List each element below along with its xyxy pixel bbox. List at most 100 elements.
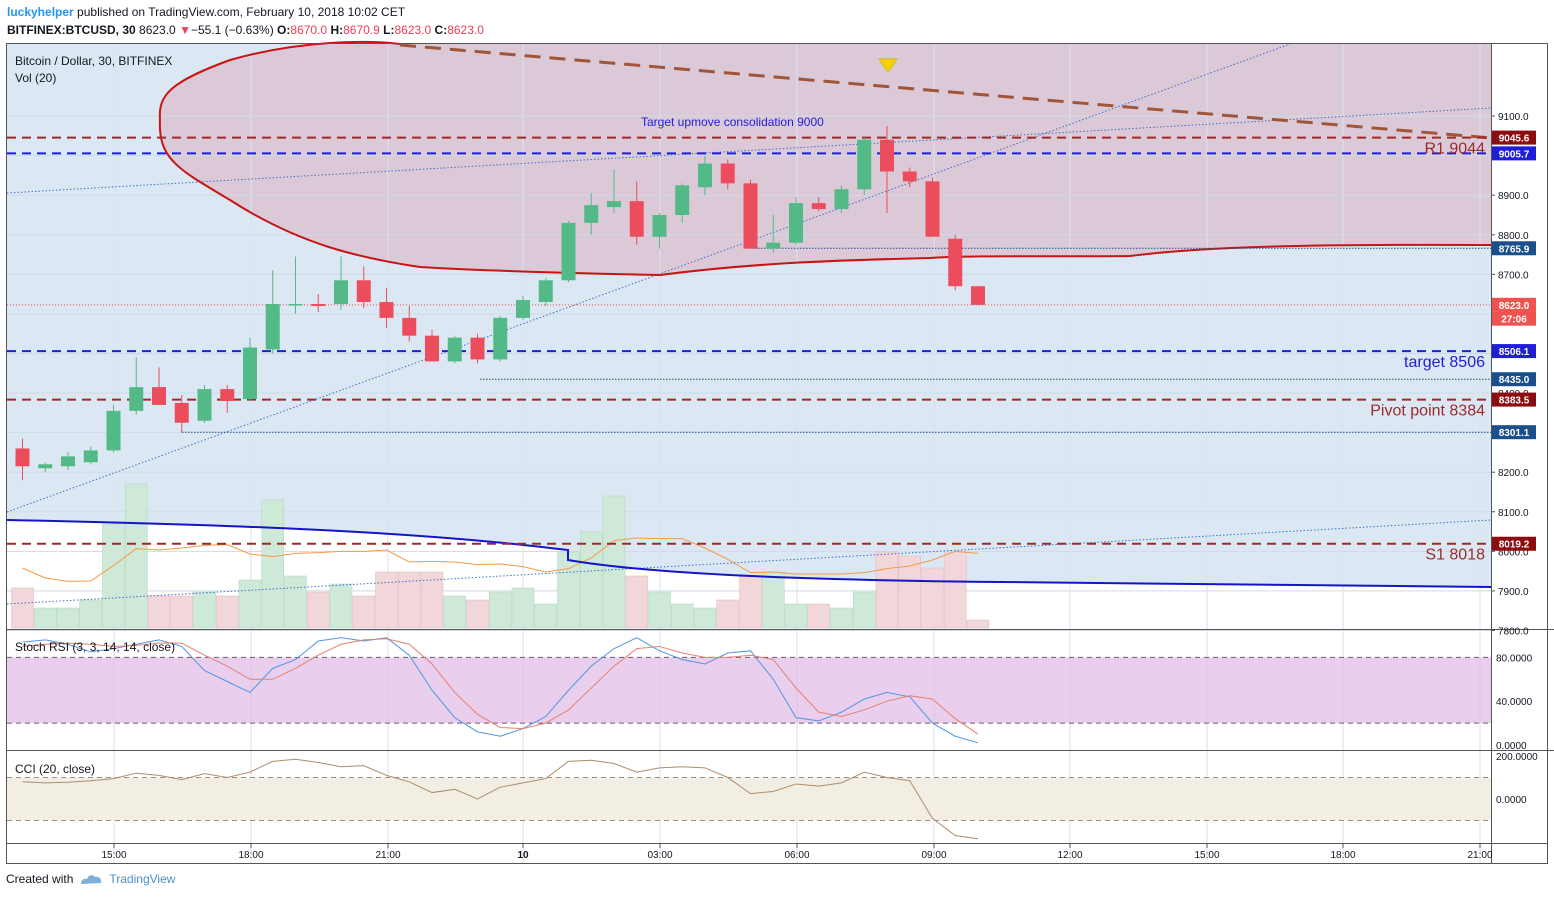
- down-arrow-icon: ▼: [179, 23, 191, 37]
- volume-ma-line: [22, 537, 979, 582]
- x-tick-label: 03:00: [647, 850, 672, 861]
- candle-body: [38, 464, 53, 469]
- target-label: target 8506: [1404, 354, 1485, 371]
- price-tag: [1492, 146, 1536, 161]
- volume-bar: [79, 599, 103, 629]
- candle-body: [265, 304, 280, 350]
- x-tick-label: 21:00: [375, 850, 400, 861]
- volume-bar: [898, 555, 922, 629]
- volume-bar: [784, 603, 808, 629]
- price-tag-label: 8301.1: [1499, 428, 1530, 439]
- candle-body: [857, 139, 872, 190]
- candle-body: [948, 238, 963, 287]
- volume-bar: [670, 603, 694, 629]
- x-tick-label: 09:00: [921, 850, 946, 861]
- last-price: 8623.0: [139, 23, 176, 37]
- tradingview-logo-icon[interactable]: [79, 872, 103, 886]
- header-info: luckyhelper published on TradingView.com…: [7, 3, 484, 39]
- volume-bar: [352, 595, 376, 629]
- candle-body: [15, 448, 30, 467]
- y-tick-label: 7900.0: [1498, 587, 1529, 598]
- y-tick-label: 8000.0: [1498, 547, 1529, 558]
- author-link[interactable]: luckyhelper: [7, 5, 74, 19]
- cci-y-tick-label: 200.0000: [1496, 752, 1538, 763]
- close-label: C:: [434, 23, 448, 37]
- candle-body: [470, 337, 485, 360]
- ascending-trendline: [6, 43, 1291, 513]
- price-tag-label: 8765.9: [1499, 244, 1530, 255]
- cci-legend: CCI (20, close): [15, 762, 95, 776]
- volume-bar: [11, 587, 34, 629]
- volume-bar: [193, 591, 216, 629]
- projection-zone-fill: [159, 41, 1491, 276]
- price-tag-label: 27:06: [1501, 315, 1527, 326]
- candle-body: [83, 450, 98, 463]
- volume-bar: [716, 599, 740, 629]
- volume-bar: [261, 499, 285, 629]
- volume-bar: [443, 595, 467, 629]
- candle-body: [720, 163, 735, 184]
- high-label: H:: [330, 23, 344, 37]
- price-tag-label: 8435.0: [1499, 375, 1530, 386]
- candle-body: [334, 280, 348, 305]
- candle-body: [971, 286, 985, 305]
- candle-body: [743, 183, 758, 249]
- x-tick-label: 06:00: [784, 850, 809, 861]
- ohlc-line: BITFINEX:BTCUSD, 30 8623.0 ▼−55.1 (−0.63…: [7, 21, 484, 39]
- y-tick-label: 9100.0: [1498, 112, 1529, 123]
- candle-body: [61, 456, 75, 467]
- price-tag: [1492, 344, 1536, 359]
- volume-bar: [284, 575, 307, 629]
- stoch-legend: Stoch RSI (3, 3, 14, 14, close): [15, 640, 175, 654]
- candle-body: [311, 304, 326, 307]
- stoch-d-line: [22, 638, 979, 735]
- chart-canvas[interactable]: R1 9044 Target upmove consolidation 9000 t…: [0, 40, 1554, 866]
- candle-body: [220, 389, 235, 401]
- open-value: 8670.0: [290, 23, 328, 37]
- volume-bar: [147, 595, 171, 629]
- stoch-band-fill: [7, 657, 1491, 724]
- volume-bar: [102, 523, 125, 629]
- candle-body: [106, 410, 121, 451]
- tradingview-link[interactable]: TradingView: [109, 872, 176, 886]
- stoch-y-tick-label: 0.0000: [1496, 741, 1527, 752]
- candle-body: [789, 203, 803, 243]
- y-tick-label: 8700.0: [1498, 270, 1529, 281]
- volume-bar: [329, 583, 353, 629]
- low-value: 8623.0: [394, 23, 432, 37]
- price-tag: [1492, 372, 1536, 387]
- chart-frame: [6, 43, 1548, 864]
- candle-body: [493, 317, 508, 360]
- price-tag: [1492, 311, 1536, 326]
- volume-bar: [238, 579, 262, 629]
- volume-bar: [921, 567, 944, 629]
- candle-body: [288, 304, 303, 306]
- volume-bar: [466, 599, 489, 629]
- volume-bar: [534, 603, 558, 629]
- volume-bar: [966, 619, 990, 629]
- y-tick-label: 8100.0: [1498, 508, 1529, 519]
- footer: Created with TradingView: [6, 872, 175, 886]
- x-tick-label: 21:00: [1467, 850, 1492, 861]
- candle-body: [447, 337, 462, 362]
- volume-bar: [306, 591, 330, 629]
- candle-body: [902, 171, 917, 182]
- volume-bar: [852, 591, 876, 629]
- candle-body: [516, 300, 530, 318]
- x-tick-label: 15:00: [1194, 850, 1219, 861]
- volume-bar: [761, 571, 785, 629]
- volume-bar: [56, 607, 80, 629]
- volume-bar: [397, 571, 421, 629]
- candle-body: [538, 280, 553, 303]
- candle-body: [698, 163, 712, 188]
- stoch-k-line: [22, 637, 979, 744]
- projection-ellipse-outline: [158, 40, 1492, 277]
- low-label: L:: [383, 23, 395, 37]
- created-with-label: Created with: [6, 872, 74, 886]
- candle-body: [379, 302, 394, 318]
- candle-body: [675, 185, 690, 215]
- price-tag: [1492, 297, 1536, 312]
- stoch-y-tick-label: 80.0000: [1496, 653, 1533, 664]
- descending-trendline: [399, 43, 1492, 140]
- candle-body: [834, 189, 849, 210]
